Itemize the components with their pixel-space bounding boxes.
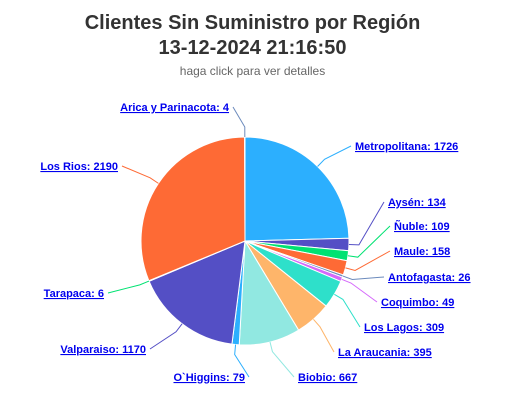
connector-maule [345, 250, 391, 272]
chart-title: Clientes Sin Suministro por Región [84, 12, 421, 34]
connector-biobio [269, 341, 295, 378]
data-label-biobio[interactable]: Biobio: 667 [298, 372, 357, 384]
data-label-los-rios[interactable]: Los Rios: 2190 [40, 161, 118, 173]
data-label-coquimbo[interactable]: Coquimbo: 49 [381, 297, 454, 309]
connector-aysen [348, 201, 385, 246]
data-label-tarapaca[interactable]: Tarapaca: 6 [44, 288, 104, 300]
connector-metropolitana [317, 145, 352, 167]
data-label-antofagasta[interactable]: Antofagasta: 26 [388, 272, 471, 284]
connector-antofagasta [342, 275, 385, 280]
connector-valparaiso [149, 323, 183, 350]
chart-timestamp: 13-12-2024 21:16:50 [158, 37, 347, 59]
connector-nuble [347, 225, 391, 258]
pie-slice-metropolitana[interactable] [244, 136, 350, 242]
data-label-metropolitana[interactable]: Metropolitana: 1726 [355, 141, 458, 153]
connector-la-araucania [313, 318, 335, 353]
data-label-nuble[interactable]: Ñuble: 109 [394, 220, 450, 233]
connector-los-lagos [334, 293, 361, 328]
pie-slice-los-rios[interactable] [140, 136, 246, 282]
data-label-la-araucania[interactable]: La Araucania: 395 [338, 347, 432, 359]
data-label-maule[interactable]: Maule: 158 [394, 246, 450, 258]
data-label-aysen[interactable]: Aysén: 134 [388, 197, 447, 209]
data-label-valparaiso[interactable]: Valparaiso: 1170 [60, 344, 146, 356]
chart-subtitle: haga click para ver detalles [179, 64, 326, 78]
data-label-arica-y-parinacota[interactable]: Arica y Parinacota: 4 [120, 102, 230, 114]
connector-coquimbo [341, 278, 378, 303]
data-label-los-lagos[interactable]: Los Lagos: 309 [364, 322, 444, 334]
connector-o-higgins [234, 344, 250, 378]
connector-arica-y-parinacota [232, 106, 246, 138]
pie-slice-valparaiso[interactable] [148, 240, 246, 345]
connector-tarapaca [107, 280, 150, 294]
data-label-o-higgins[interactable]: O`Higgins: 79 [173, 372, 245, 384]
connector-los-rios [121, 165, 159, 184]
